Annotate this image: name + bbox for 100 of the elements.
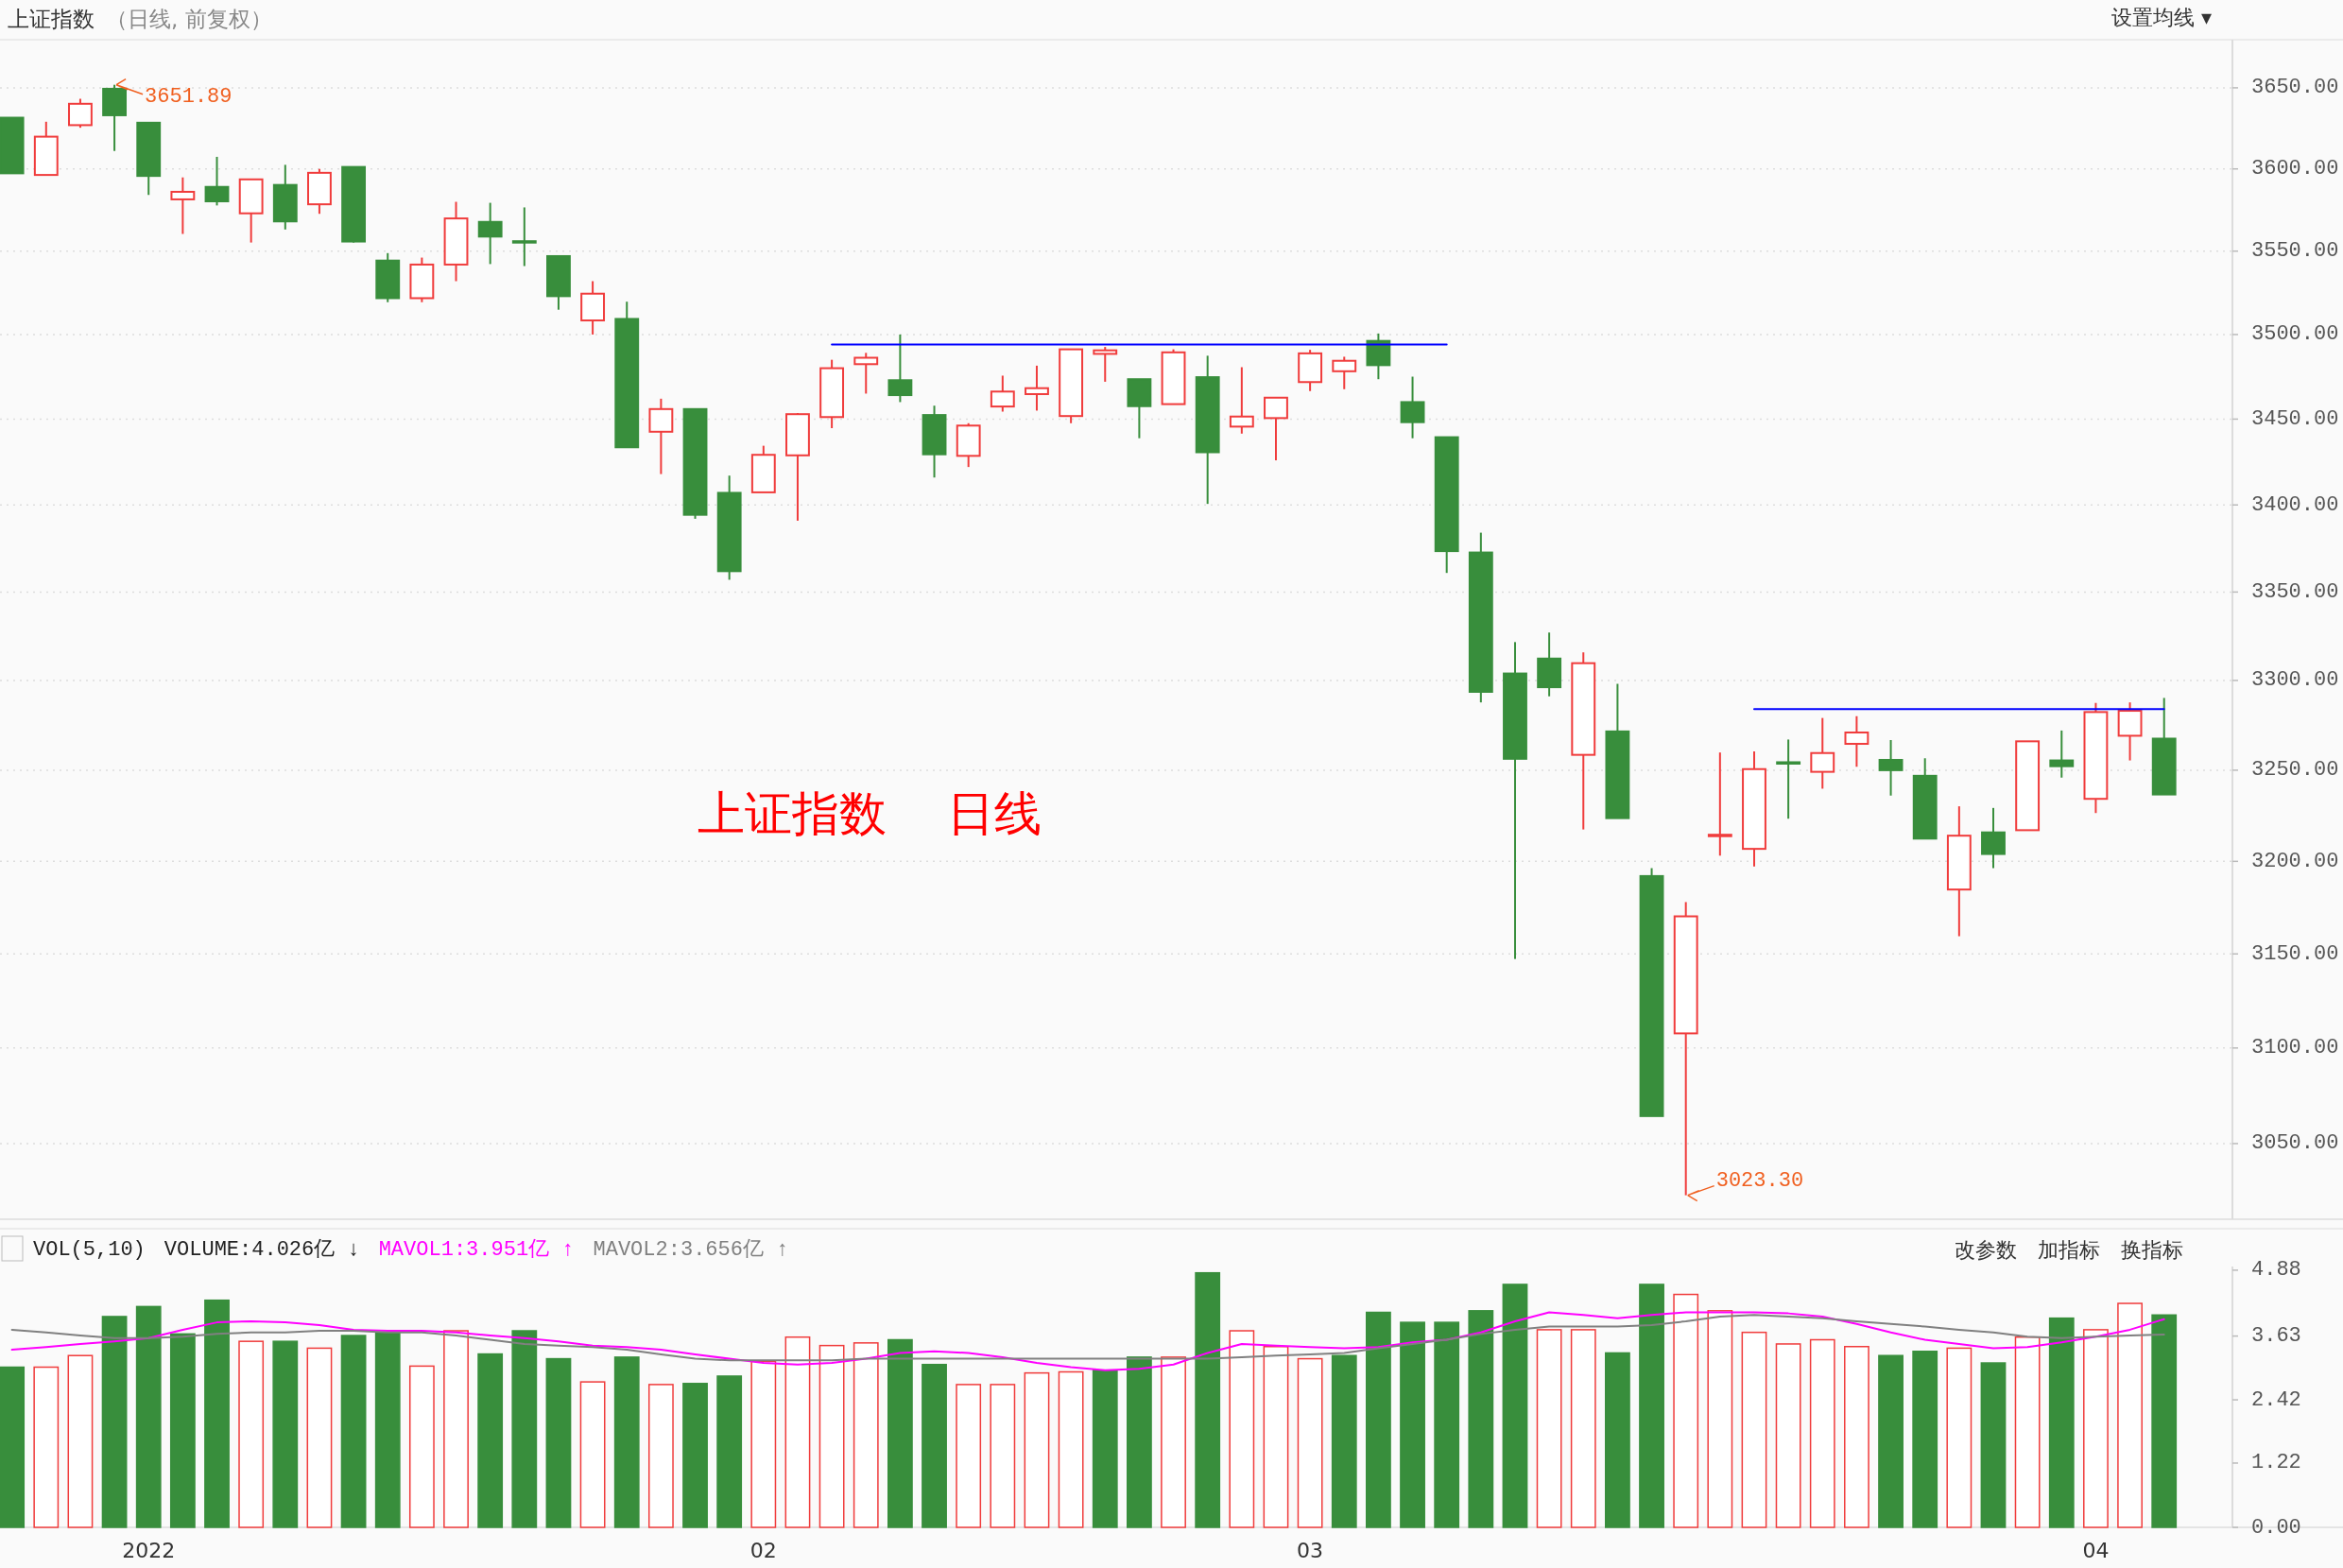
bar [0, 1366, 26, 1528]
bar [579, 1381, 606, 1528]
candlestick [477, 201, 503, 266]
y-tick-label: 3600.00 [2251, 157, 2339, 181]
x-tick-label: 2022 [122, 1539, 176, 1562]
candlestick [922, 405, 947, 479]
y-tick-label: 3650.00 [2251, 76, 2339, 100]
y-tick-label: 3350.00 [2251, 579, 2339, 604]
bar [1502, 1284, 1528, 1528]
bar [238, 1340, 265, 1528]
bar [1161, 1356, 1186, 1528]
candlestick [2049, 729, 2075, 779]
bar [784, 1335, 811, 1528]
bar [443, 1330, 469, 1528]
line-series [10, 1314, 2165, 1362]
bar [853, 1342, 879, 1528]
candlestick [580, 280, 606, 336]
y-tick-label: 3200.00 [2251, 849, 2339, 873]
candlestick [853, 352, 879, 395]
text: VOLUME:4.026亿 ↓ [164, 1237, 360, 1262]
bar [1092, 1370, 1118, 1528]
bar [340, 1335, 367, 1528]
bar [408, 1365, 435, 1528]
candlestick [1468, 531, 1493, 704]
candlestick [1400, 375, 1425, 439]
bar [1741, 1331, 1767, 1528]
candlestick [990, 374, 1015, 413]
bar [1775, 1343, 1801, 1528]
y-tick-label: 3300.00 [2251, 668, 2339, 693]
bar [1639, 1284, 1664, 1528]
bar [1844, 1346, 1869, 1528]
candlestick [1229, 366, 1254, 435]
bar [750, 1360, 777, 1528]
bar [2151, 1314, 2178, 1528]
candlestick [1742, 750, 1766, 868]
bar [1263, 1346, 1289, 1528]
bar [2014, 1335, 2041, 1528]
text: VOL(5,10) [33, 1237, 146, 1262]
y-tick-label: 1.22 [2251, 1451, 2301, 1475]
bar [101, 1316, 128, 1528]
bar [545, 1357, 572, 1528]
bar [169, 1333, 196, 1528]
candlestick [1503, 641, 1527, 960]
candlestick [1878, 739, 1904, 797]
bar [33, 1366, 60, 1528]
bar [682, 1383, 708, 1528]
candlestick [1537, 631, 1562, 698]
y-tick-label: 3450.00 [2251, 406, 2339, 431]
bar [1434, 1321, 1460, 1528]
bar [306, 1347, 333, 1528]
candlestick [1025, 364, 1049, 412]
y-tick-label: 3100.00 [2251, 1036, 2339, 1060]
bar [2117, 1302, 2143, 1528]
candlestick [272, 164, 298, 231]
bar [1400, 1321, 1425, 1528]
chart-subtitle: （日线, 前复权） [106, 7, 272, 31]
y-tick-label: 3150.00 [2251, 941, 2339, 966]
y-tick-label: 4.88 [2251, 1258, 2301, 1283]
bar [716, 1375, 743, 1528]
annotation: 3651.89 [145, 84, 233, 109]
bar [1809, 1338, 1835, 1528]
candlestick [443, 200, 469, 283]
bar [67, 1354, 94, 1528]
bar [1297, 1357, 1323, 1528]
candlestick [511, 206, 537, 267]
bar [1331, 1354, 1357, 1528]
candlestick [1776, 738, 1801, 820]
y-tick-label: 3500.00 [2251, 322, 2339, 347]
bar [511, 1330, 538, 1528]
text: 换指标 [2121, 1237, 2183, 1262]
bar [1878, 1354, 1904, 1528]
line-series [10, 1311, 2165, 1371]
bar [1673, 1293, 1699, 1528]
bar [1605, 1352, 1630, 1528]
bar [922, 1363, 947, 1528]
annotation: 3023.30 [1715, 1168, 1804, 1193]
bar [374, 1331, 401, 1528]
candlestick [1673, 901, 1698, 1197]
candlestick [648, 397, 674, 475]
candlestick [170, 176, 196, 235]
bar [135, 1305, 162, 1528]
candlestick [1946, 805, 1972, 938]
chart-title: 上证指数 [8, 7, 95, 31]
y-tick-label: 2.42 [2251, 1387, 2301, 1412]
bar [1195, 1271, 1221, 1528]
text: MAVOL2:3.656亿 ↑ [593, 1237, 789, 1262]
bar [1366, 1311, 1391, 1528]
bar [887, 1338, 913, 1528]
annotation: 上证指数 日线 [698, 786, 1042, 841]
bar [477, 1353, 504, 1528]
bar [1127, 1356, 1152, 1528]
bar [1468, 1310, 1494, 1528]
bar [2083, 1329, 2109, 1528]
y-tick-label: 3400.00 [2251, 492, 2339, 517]
bar [1912, 1351, 1938, 1528]
bar [1980, 1362, 2007, 1528]
bar [1229, 1330, 1255, 1528]
y-tick-label: 3050.00 [2251, 1131, 2339, 1156]
bar [1707, 1310, 1733, 1528]
bar [956, 1384, 982, 1528]
